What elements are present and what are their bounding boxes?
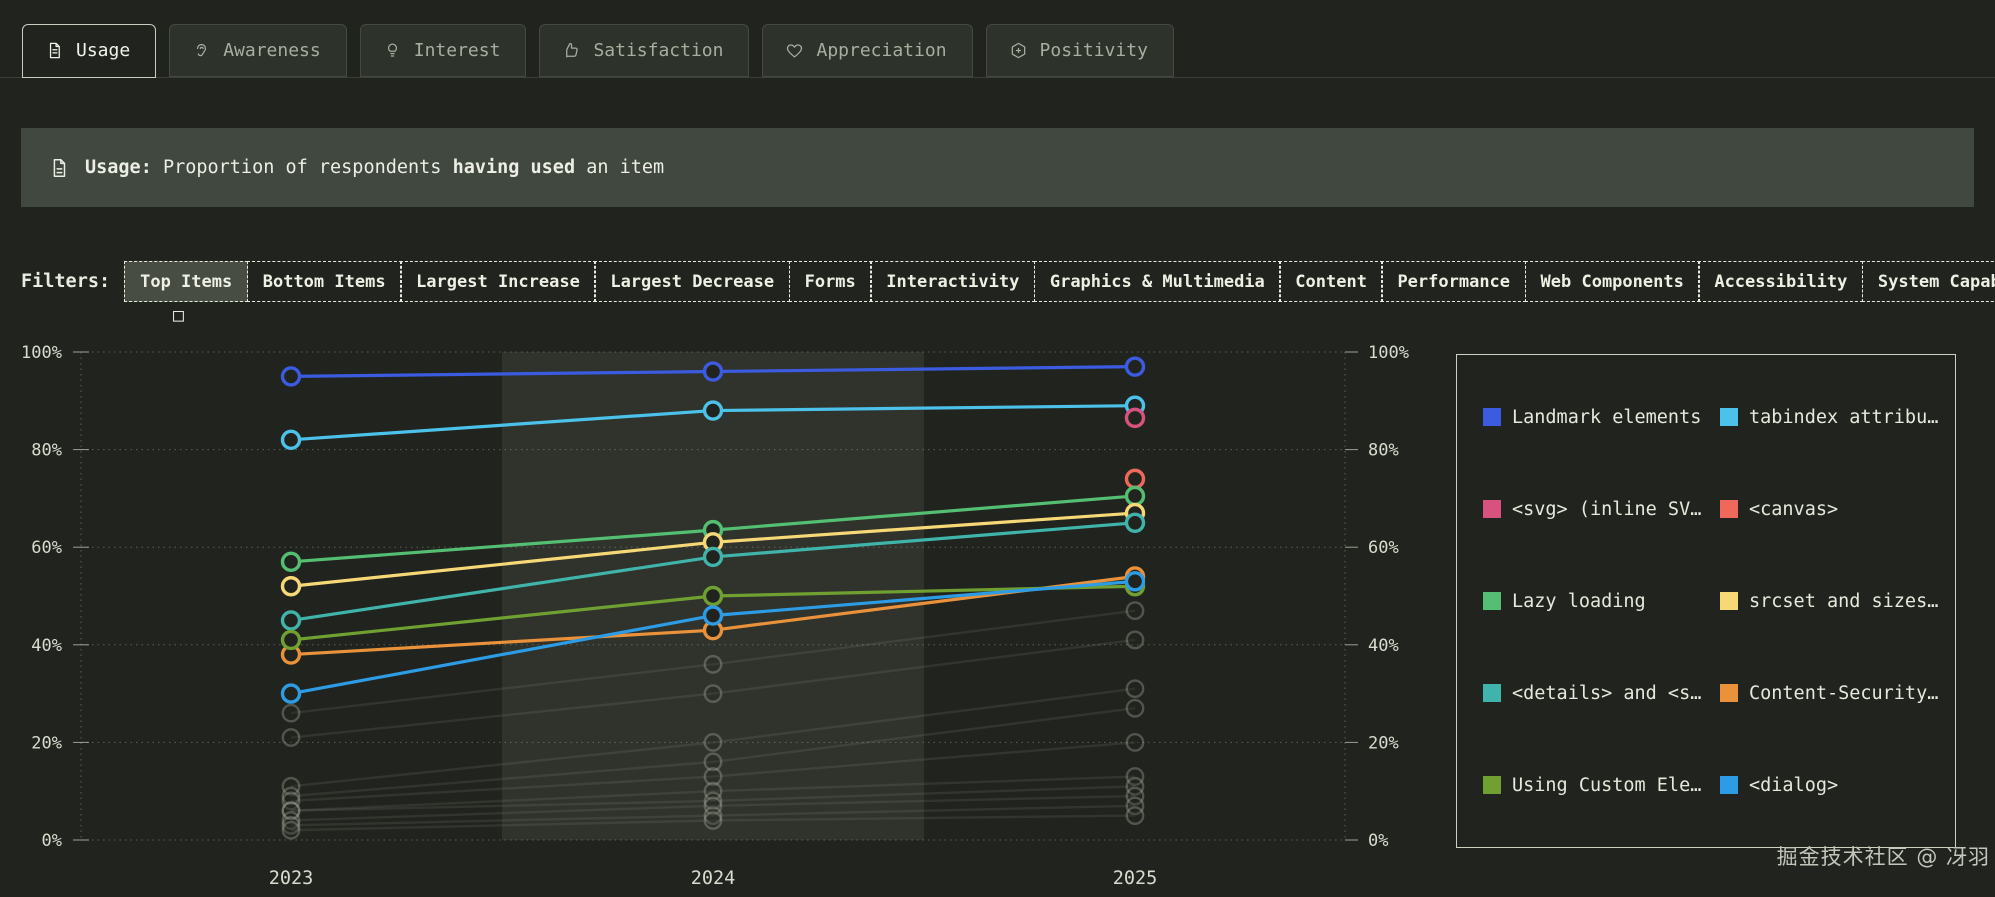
tab-label: Appreciation xyxy=(816,40,947,61)
tab-label: Usage xyxy=(76,40,131,61)
svg-text:80%: 80% xyxy=(31,441,62,461)
svg-text:0%: 0% xyxy=(1368,831,1388,851)
filter-bottom-items[interactable]: Bottom Items xyxy=(246,261,402,302)
heart-icon xyxy=(787,44,803,58)
legend-swatch xyxy=(1720,684,1738,702)
metric-description-banner: Usage: Proportion of respondents having … xyxy=(21,128,1974,207)
svg-text:2023: 2023 xyxy=(269,868,314,889)
legend-swatch xyxy=(1720,500,1738,518)
tab-usage[interactable]: Usage xyxy=(22,24,157,78)
svg-text:40%: 40% xyxy=(1368,636,1399,656)
legend-label: <details> and <s… xyxy=(1512,682,1702,704)
hexagon-plus-icon xyxy=(1011,42,1025,59)
legend-label: <svg> (inline SV… xyxy=(1512,498,1702,520)
filter-largest-increase[interactable]: Largest Increase xyxy=(400,261,596,302)
usage-trend-chart[interactable]: 0% 0% 20% 20% 40% 40% 60% 60% 80% 80% 100% 100% 2023… xyxy=(0,333,1440,890)
filters-label: Filters: xyxy=(21,271,111,292)
tab-positivity[interactable]: Positivity xyxy=(985,24,1174,77)
missing-glyph: □ xyxy=(173,305,184,326)
legend-label: <dialog> xyxy=(1749,774,1839,796)
legend-swatch xyxy=(1483,500,1501,518)
banner-desc-pre: Proportion of respondents xyxy=(151,157,453,178)
legend-swatch xyxy=(1483,408,1501,426)
svg-text:0%: 0% xyxy=(42,831,62,851)
banner-metric-name: Usage: xyxy=(85,157,152,178)
legend-label: Content-Security… xyxy=(1749,682,1939,704)
filter-accessibility[interactable]: Accessibility xyxy=(1698,261,1864,302)
legend-swatch xyxy=(1483,684,1501,702)
lightbulb-icon xyxy=(387,43,397,57)
banner-desc-post: an item xyxy=(575,157,665,178)
legend-item-canvas[interactable]: <canvas> xyxy=(1720,499,1947,520)
svg-text:100%: 100% xyxy=(21,343,62,363)
metric-tabs: Usage Awareness Interest Satisfaction Ap… xyxy=(0,0,1995,78)
legend-item-details-summary[interactable]: <details> and <s… xyxy=(1483,683,1720,704)
svg-text:40%: 40% xyxy=(31,636,62,656)
svg-text:20%: 20% xyxy=(31,733,62,753)
svg-text:2024: 2024 xyxy=(691,868,736,889)
svg-text:20%: 20% xyxy=(1368,733,1399,753)
legend-item-dialog[interactable]: <dialog> xyxy=(1720,775,1947,796)
banner-text: Usage: Proportion of respondents having … xyxy=(85,157,664,178)
filter-largest-decrease[interactable]: Largest Decrease xyxy=(594,261,791,302)
filter-performance[interactable]: Performance xyxy=(1381,261,1527,302)
legend-label: Using Custom Ele… xyxy=(1512,774,1702,796)
filters-bar: Filters: Top Items Bottom Items Largest … xyxy=(21,261,1995,325)
legend-swatch xyxy=(1720,408,1738,426)
tab-satisfaction[interactable]: Satisfaction xyxy=(539,24,750,77)
banner-desc-bold: having used xyxy=(452,157,576,178)
legend-label: srcset and sizes… xyxy=(1749,590,1939,612)
filter-interactivity[interactable]: Interactivity xyxy=(870,261,1036,302)
legend-label: Landmark elements xyxy=(1512,406,1702,428)
document-icon xyxy=(53,158,66,177)
svg-text:60%: 60% xyxy=(1368,538,1399,558)
legend-item-svg[interactable]: <svg> (inline SV… xyxy=(1483,499,1720,520)
legend-item-srcset-sizes[interactable]: srcset and sizes… xyxy=(1720,591,1947,612)
tab-label: Interest xyxy=(413,40,501,61)
document-icon xyxy=(49,42,60,59)
tab-label: Awareness xyxy=(223,40,321,61)
tab-label: Positivity xyxy=(1039,40,1148,61)
filter-top-items[interactable]: Top Items xyxy=(124,261,249,302)
tab-appreciation[interactable]: Appreciation xyxy=(762,24,973,77)
legend-label: <canvas> xyxy=(1749,498,1839,520)
filter-graphics-multimedia[interactable]: Graphics & Multimedia xyxy=(1033,261,1281,302)
filter-content[interactable]: Content xyxy=(1279,261,1383,302)
legend-label: tabindex attribu… xyxy=(1749,406,1939,428)
legend-swatch xyxy=(1483,592,1501,610)
legend-item-landmark-elements[interactable]: Landmark elements xyxy=(1483,407,1720,428)
tab-label: Satisfaction xyxy=(593,40,724,61)
legend-item-lazy-loading[interactable]: Lazy loading xyxy=(1483,591,1720,612)
usage-chart-section: 0% 0% 20% 20% 40% 40% 60% 60% 80% 80% 100% 100% 2023… xyxy=(0,333,1995,890)
tab-awareness[interactable]: Awareness xyxy=(169,24,347,77)
svg-text:100%: 100% xyxy=(1368,343,1409,363)
filter-forms[interactable]: Forms xyxy=(788,261,872,302)
watermark: 掘金技术社区 @ 冴羽 xyxy=(1776,845,1990,869)
legend-label: Lazy loading xyxy=(1512,590,1646,612)
ear-icon xyxy=(197,43,207,57)
legend-swatch xyxy=(1720,592,1738,610)
filter-web-components[interactable]: Web Components xyxy=(1524,261,1700,302)
svg-text:80%: 80% xyxy=(1368,441,1399,461)
legend-item-content-security-policy[interactable]: Content-Security… xyxy=(1720,683,1947,704)
legend-swatch xyxy=(1483,776,1501,794)
legend-item-tabindex[interactable]: tabindex attribu… xyxy=(1720,407,1947,428)
filter-system-capabilities[interactable]: System Capabilities xyxy=(1861,261,1995,302)
svg-text:2025: 2025 xyxy=(1113,868,1158,889)
legend-item-custom-elements[interactable]: Using Custom Ele… xyxy=(1483,775,1720,796)
thumbs-up-icon xyxy=(566,42,579,58)
svg-text:60%: 60% xyxy=(31,538,62,558)
tab-interest[interactable]: Interest xyxy=(359,24,527,77)
chart-legend: Landmark elements tabindex attribu… <svg… xyxy=(1456,354,1956,848)
legend-swatch xyxy=(1720,776,1738,794)
